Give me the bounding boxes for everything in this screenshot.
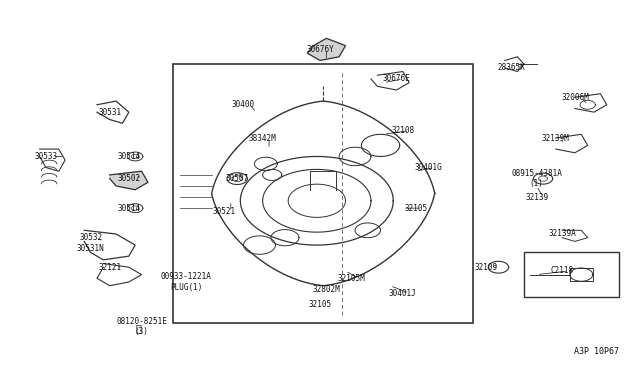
Text: 32121: 32121	[98, 263, 121, 272]
Text: 32105: 32105	[308, 300, 332, 309]
Text: 32105: 32105	[404, 203, 427, 213]
Polygon shape	[307, 38, 346, 61]
Text: 30514: 30514	[117, 152, 140, 161]
Text: 30514: 30514	[117, 203, 140, 213]
Text: 30531: 30531	[98, 108, 121, 117]
Text: 30401J: 30401J	[389, 289, 417, 298]
Text: A3P 10P67: A3P 10P67	[575, 347, 620, 356]
Polygon shape	[109, 171, 148, 190]
Text: 08915-4381A
(1): 08915-4381A (1)	[511, 169, 562, 188]
Text: 00933-1221A
PLUG(1): 00933-1221A PLUG(1)	[161, 272, 212, 292]
Text: 28365X: 28365X	[497, 63, 525, 72]
Text: 32108: 32108	[391, 126, 415, 135]
Bar	[524, 253, 620, 297]
Text: 38342M: 38342M	[249, 134, 276, 142]
Text: 30400: 30400	[232, 100, 255, 109]
Text: 30502: 30502	[117, 174, 140, 183]
Text: 32139A: 32139A	[548, 230, 576, 238]
Text: 30531N: 30531N	[77, 244, 104, 253]
Text: 32006M: 32006M	[561, 93, 589, 102]
Text: 32139M: 32139M	[542, 134, 570, 142]
Text: Ⓑ: Ⓑ	[136, 323, 141, 333]
Bar	[570, 268, 593, 281]
Text: 32139: 32139	[525, 193, 548, 202]
Text: 30676E: 30676E	[383, 74, 410, 83]
Text: 08120-8251E
(3): 08120-8251E (3)	[116, 317, 167, 336]
Text: 30532: 30532	[79, 233, 102, 242]
Bar	[173, 64, 473, 323]
Text: 30533: 30533	[35, 152, 58, 161]
Text: 30676Y: 30676Y	[306, 45, 334, 54]
Text: 32109: 32109	[474, 263, 497, 272]
Text: 30401G: 30401G	[415, 163, 442, 172]
Text: 32802M: 32802M	[312, 285, 340, 294]
Text: 32105M: 32105M	[338, 274, 365, 283]
Text: 30521: 30521	[213, 207, 236, 217]
Text: 30507: 30507	[225, 174, 249, 183]
Text: C2118: C2118	[550, 266, 573, 275]
